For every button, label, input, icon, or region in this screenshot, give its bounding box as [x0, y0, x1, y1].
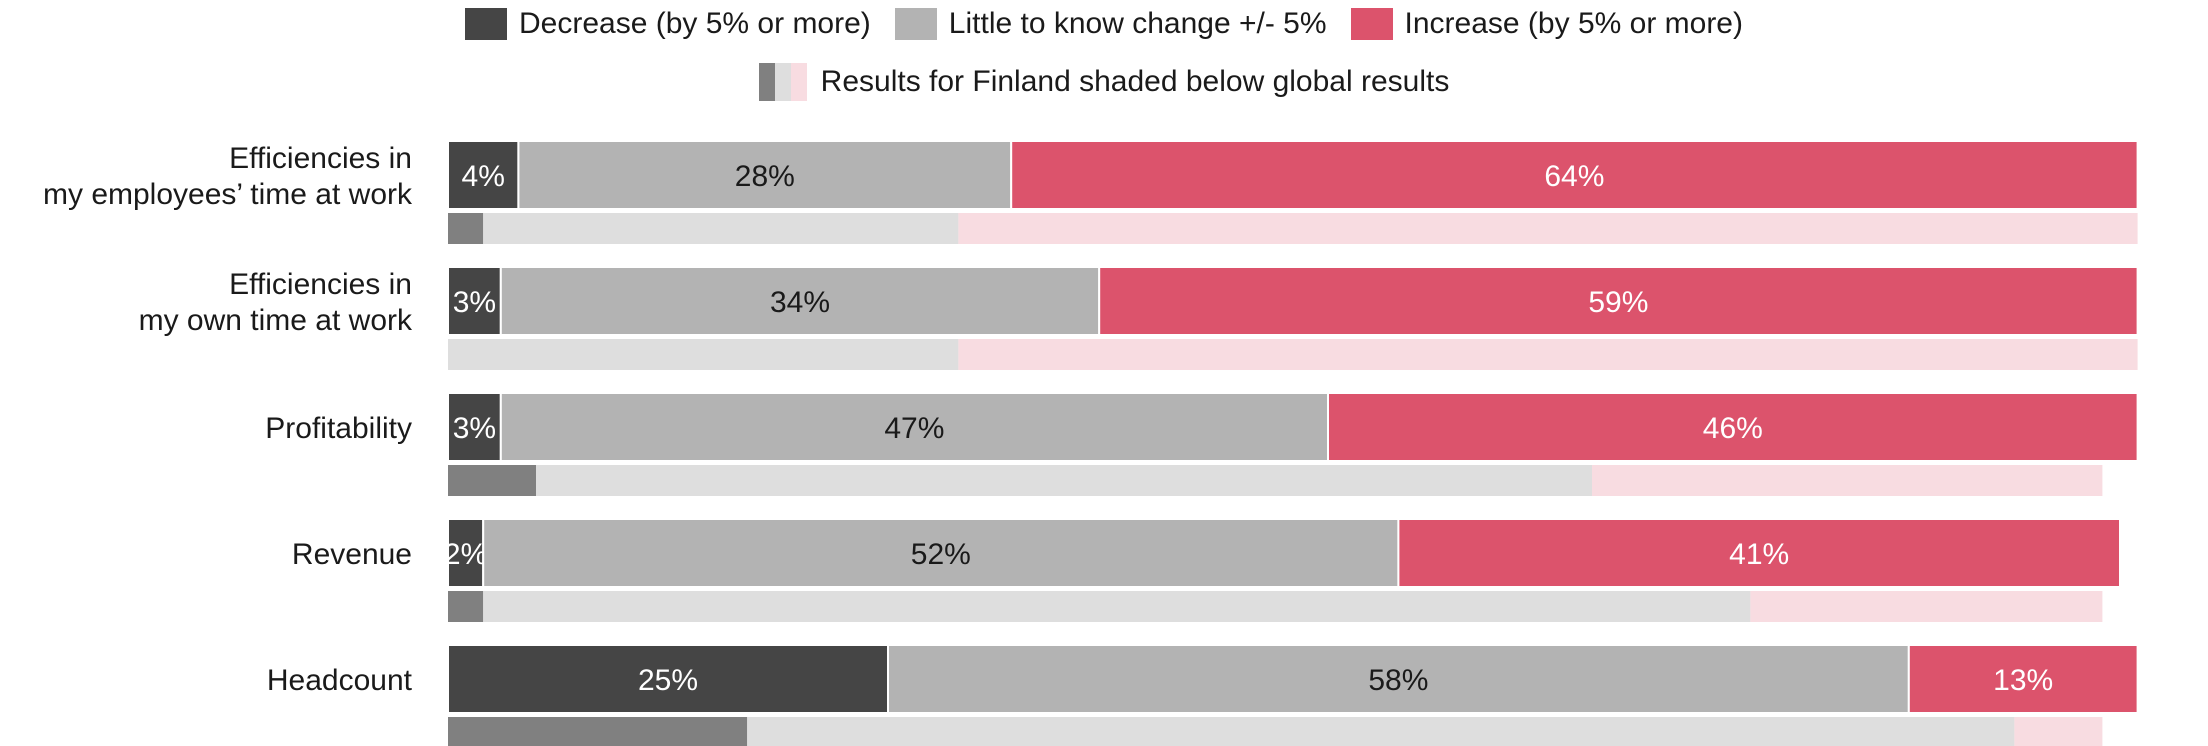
bar-segment-decrease [447, 644, 889, 714]
finland-segment-decrease [448, 465, 536, 496]
bar-segment-increase [1907, 644, 2139, 714]
category-label: Revenue [292, 538, 412, 571]
finland-segment-increase [958, 213, 2138, 244]
category-label: my employees’ time at work [43, 178, 413, 211]
data-label-decrease: 2% [444, 538, 487, 571]
finland-segment-decrease [448, 717, 748, 746]
data-label-decrease: 25% [638, 664, 698, 697]
bar-segment-little [887, 644, 1910, 714]
finland-segment-little [483, 591, 1751, 622]
bar-segment-increase [1098, 266, 2139, 336]
legend-label-finland: Results for Finland shaded below global … [820, 65, 1450, 98]
data-label-increase: 13% [1993, 664, 2053, 697]
data-label-little: 47% [884, 412, 944, 445]
finland-segment-increase [1592, 465, 2103, 496]
bar-segment-decrease [447, 266, 502, 336]
bar-segment-increase [1327, 392, 2139, 462]
bar-segment-increase [1397, 518, 2121, 588]
finland-segment-decrease [448, 591, 484, 622]
legend-item-increase: Increase (by 5% or more) [1350, 7, 1743, 41]
legend-item-decrease: Decrease (by 5% or more) [465, 7, 871, 41]
category-label: Profitability [265, 412, 412, 445]
category-label: Efficiencies in [229, 268, 412, 301]
finland-segment-increase [2014, 717, 2103, 746]
bar-segment-little [482, 518, 1400, 588]
legend-swatch-decrease [465, 8, 507, 40]
finland-shade-little [774, 63, 791, 101]
bar-segment-decrease [447, 392, 502, 462]
data-label-increase: 41% [1729, 538, 1789, 571]
data-label-little: 28% [735, 160, 795, 193]
finland-shade-increase [790, 63, 807, 101]
finland-segment-increase [1750, 591, 2103, 622]
category-label: my own time at work [139, 304, 413, 337]
data-label-little: 34% [770, 286, 830, 319]
data-label-little: 58% [1368, 664, 1428, 697]
legend-finland: Results for Finland shaded below global … [0, 62, 2208, 102]
legend-top: Decrease (by 5% or more) Little to know … [0, 6, 2208, 42]
finland-segment-little [483, 213, 959, 244]
data-label-increase: 59% [1588, 286, 1648, 319]
finland-segment-decrease [448, 213, 484, 244]
data-label-decrease: 4% [462, 160, 505, 193]
bar-segment-decrease [447, 140, 520, 210]
data-label-decrease: 3% [453, 286, 496, 319]
finland-shade-swatch [758, 63, 807, 101]
data-label-increase: 46% [1703, 412, 1763, 445]
bar-segment-decrease [447, 518, 485, 588]
category-label: Efficiencies in [229, 142, 412, 175]
category-label: Headcount [267, 664, 413, 697]
data-label-decrease: 3% [453, 412, 496, 445]
bar-segment-increase [1010, 140, 2139, 210]
legend-label-increase: Increase (by 5% or more) [1404, 7, 1743, 40]
legend-swatch-increase [1350, 8, 1393, 40]
legend-label-little-change: Little to know change +/- 5% [948, 7, 1327, 40]
bar-segment-little [499, 392, 1329, 462]
data-label-little: 52% [911, 538, 971, 571]
legend-item-finland-shading: Results for Finland shaded below global … [758, 63, 1450, 101]
legend-item-little-change: Little to know change +/- 5% [894, 7, 1327, 41]
finland-segment-increase [958, 339, 2138, 370]
finland-segment-little [536, 465, 1592, 496]
finland-segment-little [747, 717, 2015, 746]
finland-shade-decrease [758, 63, 775, 101]
finland-segment-little [448, 339, 959, 370]
legend-label-decrease: Decrease (by 5% or more) [519, 7, 871, 40]
legend-swatch-little-change [894, 8, 937, 40]
data-label-increase: 64% [1544, 160, 1604, 193]
bar-segment-little [517, 140, 1013, 210]
